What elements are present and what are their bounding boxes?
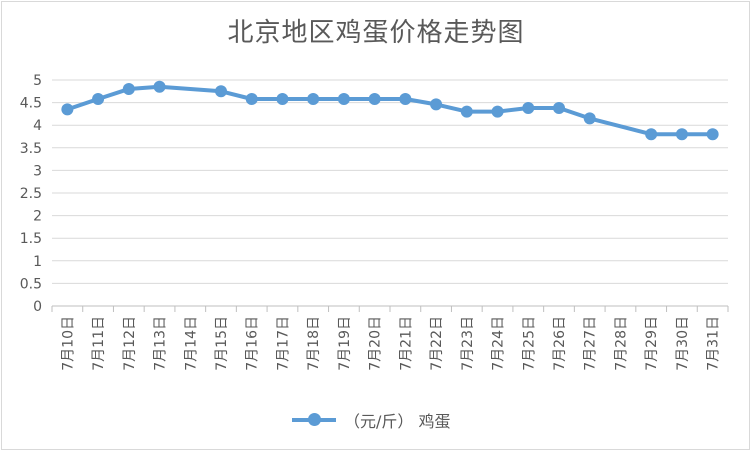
x-tick-label: 7月21日 bbox=[398, 316, 414, 371]
data-point bbox=[215, 85, 227, 98]
y-tick-label: 4 bbox=[33, 118, 42, 134]
data-point bbox=[368, 92, 381, 105]
data-point bbox=[706, 128, 719, 141]
y-tick-label: 0.5 bbox=[20, 276, 42, 292]
y-tick-label: 2.5 bbox=[20, 186, 42, 202]
x-tick-label: 7月27日 bbox=[583, 316, 599, 371]
x-tick-label: 7月19日 bbox=[337, 316, 353, 371]
data-point bbox=[399, 92, 412, 105]
data-point bbox=[583, 112, 596, 125]
x-tick-label: 7月12日 bbox=[122, 316, 138, 371]
data-point bbox=[122, 83, 135, 96]
x-tick-label: 7月25日 bbox=[521, 316, 537, 371]
data-point bbox=[92, 92, 105, 105]
legend-swatch bbox=[292, 413, 336, 426]
x-tick-label: 7月18日 bbox=[306, 316, 322, 371]
y-tick-label: 1 bbox=[33, 254, 42, 270]
y-tick-label: 0 bbox=[33, 299, 42, 315]
data-point bbox=[675, 128, 688, 141]
x-tick-label: 7月24日 bbox=[491, 316, 507, 371]
x-tick-label: 7月30日 bbox=[675, 316, 691, 371]
data-point bbox=[307, 92, 320, 105]
series-line bbox=[65, 84, 715, 137]
y-tick-label: 1.5 bbox=[20, 231, 42, 247]
x-tick-label: 7月16日 bbox=[245, 316, 261, 371]
data-point bbox=[522, 102, 535, 115]
data-point bbox=[276, 92, 289, 105]
data-point bbox=[153, 80, 166, 93]
data-point bbox=[430, 98, 443, 111]
data-point bbox=[491, 105, 504, 118]
x-tick-label: 7月17日 bbox=[275, 316, 291, 371]
data-point bbox=[245, 92, 258, 105]
x-tick-label: 7月28日 bbox=[613, 316, 629, 371]
y-tick-label: 2 bbox=[33, 209, 42, 225]
legend-marker bbox=[308, 413, 321, 426]
data-point bbox=[553, 102, 565, 115]
x-tick-label: 7月13日 bbox=[153, 316, 169, 371]
legend: （元/斤） 鸡蛋 bbox=[0, 408, 752, 432]
x-tick-label: 7月22日 bbox=[429, 316, 445, 371]
x-tick-label: 7月15日 bbox=[214, 316, 230, 371]
data-point bbox=[460, 105, 473, 118]
y-tick-label: 3.5 bbox=[20, 141, 42, 157]
data-point bbox=[645, 128, 658, 141]
y-tick-label: 5 bbox=[33, 73, 42, 89]
x-tick-label: 7月20日 bbox=[368, 316, 384, 371]
x-tick-label: 7月26日 bbox=[552, 316, 568, 371]
chart-title: 北京地区鸡蛋价格走势图 bbox=[227, 18, 525, 48]
y-tick-label: 4.5 bbox=[20, 96, 42, 112]
x-tick-label: 7月31日 bbox=[706, 316, 722, 371]
legend-label: （元/斤） 鸡蛋 bbox=[344, 412, 451, 431]
x-tick-label: 7月23日 bbox=[460, 316, 476, 371]
data-point bbox=[61, 103, 74, 116]
y-tick-label: 3 bbox=[33, 163, 42, 179]
x-tick-label: 7月11日 bbox=[91, 316, 107, 371]
x-tick-label: 7月10日 bbox=[60, 316, 76, 371]
x-tick-label: 7月14日 bbox=[183, 316, 199, 371]
x-tick-label: 7月29日 bbox=[644, 316, 660, 371]
data-point bbox=[337, 92, 350, 105]
